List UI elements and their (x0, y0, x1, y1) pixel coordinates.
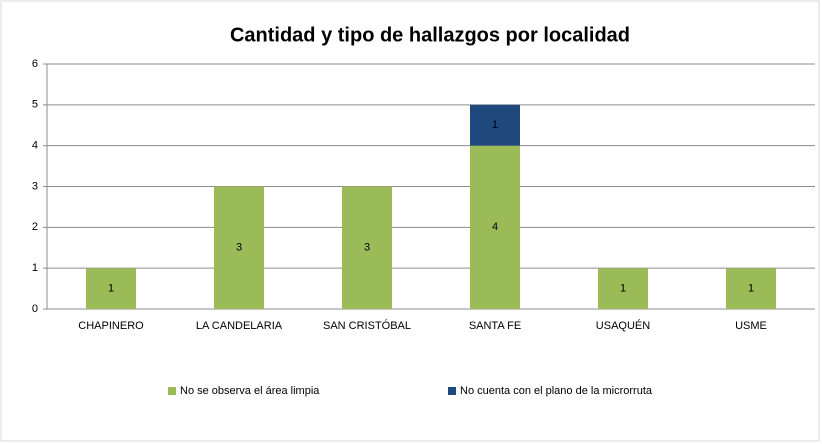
legend-swatch (168, 387, 176, 395)
bar-segment (598, 268, 648, 309)
y-tick-label: 4 (32, 140, 38, 152)
data-label: 1 (620, 282, 626, 294)
bar-segment (470, 104, 520, 146)
data-label: 3 (236, 242, 242, 254)
x-tick-label: LA CANDELARIA (196, 320, 283, 332)
legend-swatch (448, 387, 456, 395)
legend-label: No cuenta con el plano de la microrruta (460, 385, 653, 397)
chart-title: Cantidad y tipo de hallazgos por localid… (230, 24, 630, 46)
y-tick-label: 0 (32, 303, 38, 315)
legend-label: No se observa el área limpia (180, 385, 320, 397)
y-tick-label: 1 (32, 262, 38, 274)
x-tick-label: USAQUÉN (596, 319, 650, 332)
bar-segment (726, 268, 776, 309)
data-label: 1 (108, 282, 114, 294)
data-label: 1 (492, 119, 498, 131)
x-tick-label: CHAPINERO (78, 320, 144, 332)
y-tick-label: 6 (32, 58, 38, 70)
x-tick-label: SANTA FE (469, 320, 521, 332)
data-label: 1 (748, 282, 754, 294)
data-label: 3 (364, 242, 370, 254)
bar-segment (86, 268, 136, 309)
data-label: 4 (492, 221, 498, 233)
y-tick-label: 2 (32, 221, 38, 233)
bar-segment (470, 145, 520, 309)
bar-segment (342, 186, 392, 309)
y-tick-label: 5 (32, 99, 38, 111)
x-tick-label: SAN CRISTÓBAL (323, 319, 411, 332)
x-tick-label: USME (735, 320, 767, 332)
bar-segment (214, 186, 264, 309)
y-tick-label: 3 (32, 180, 38, 192)
